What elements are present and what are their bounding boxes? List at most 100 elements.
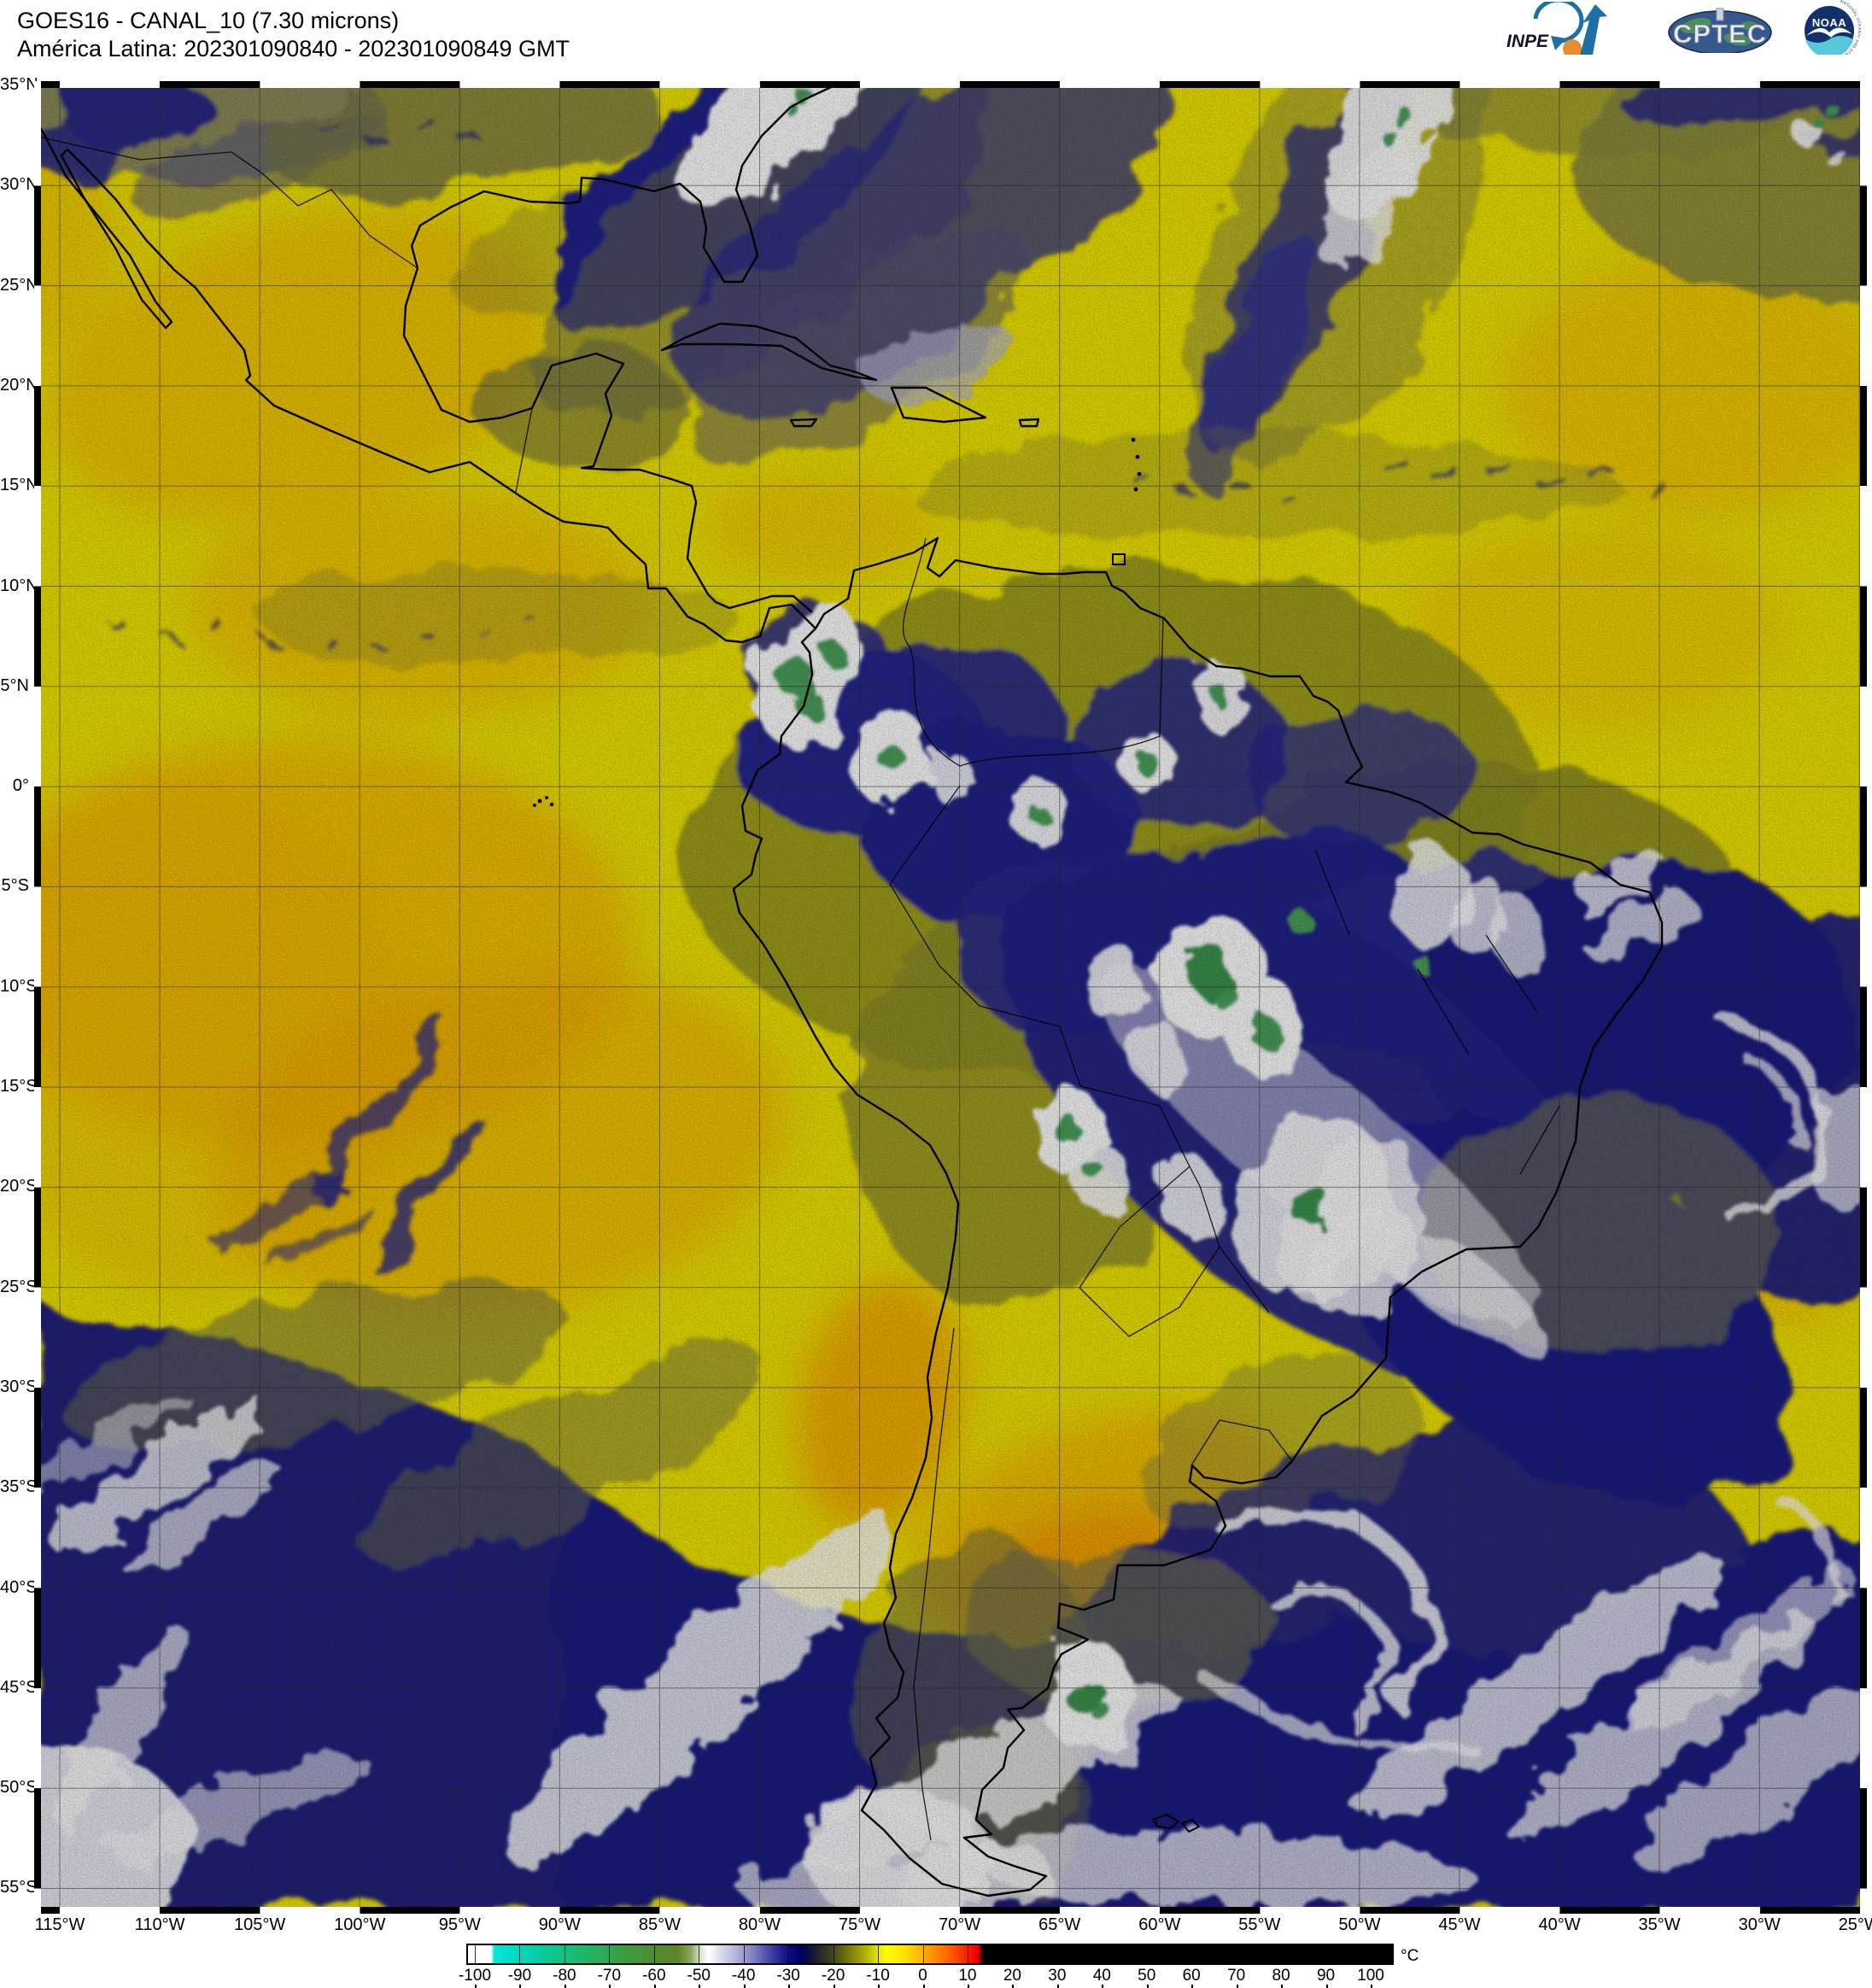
colorbar-bottom-tick bbox=[1012, 1985, 1015, 1988]
colorbar-tick-label: -10 bbox=[866, 1967, 890, 1985]
lat-label: 25°N bbox=[0, 275, 38, 295]
colorbar-tick bbox=[1325, 1944, 1327, 1964]
colorbar-tick-label: 100 bbox=[1357, 1967, 1384, 1985]
inpe-logo-icon: INPE bbox=[1506, 2, 1607, 55]
colorbar-tick bbox=[922, 1944, 924, 1964]
colorbar-tick-label: 60 bbox=[1182, 1967, 1201, 1985]
colorbar-tick-label: -100 bbox=[458, 1967, 492, 1985]
water-vapor-field bbox=[34, 81, 1867, 1914]
lat-label: 15°S bbox=[0, 1077, 38, 1096]
colorbar-tick bbox=[1012, 1944, 1014, 1964]
colorbar-tick-label: 30 bbox=[1048, 1967, 1067, 1985]
lon-label: 45°W bbox=[1438, 1915, 1481, 1934]
colorbar-tick bbox=[1281, 1944, 1283, 1964]
lat-label: 5°S bbox=[1, 876, 29, 896]
map-frame-left bbox=[34, 81, 41, 1914]
colorbar-bottom-tick bbox=[1102, 1985, 1104, 1988]
colorbar-unit: °C bbox=[1401, 1947, 1419, 1965]
lat-label: 50°S bbox=[0, 1778, 38, 1798]
colorbar-bottom-tick bbox=[653, 1985, 656, 1988]
colorbar-tick bbox=[878, 1944, 880, 1964]
colorbar-bottom-tick bbox=[1146, 1985, 1149, 1988]
colorbar-tick-label: 10 bbox=[958, 1967, 977, 1985]
lat-label: 20°N bbox=[0, 375, 38, 395]
colorbar-bottom-tick bbox=[699, 1985, 701, 1988]
lon-label: 100°W bbox=[334, 1915, 386, 1934]
lon-label: 50°W bbox=[1338, 1915, 1381, 1934]
lat-label: 10°N bbox=[0, 576, 38, 595]
colorbar-tick-label: 90 bbox=[1316, 1967, 1336, 1985]
noaa-logo-text: NOAA bbox=[1812, 16, 1846, 29]
lat-label: 5°N bbox=[0, 675, 29, 695]
colorbar-tick bbox=[788, 1944, 790, 1964]
lat-label: 0° bbox=[12, 776, 29, 796]
colorbar-tick-label: -60 bbox=[642, 1967, 666, 1985]
colorbar-tick bbox=[609, 1944, 611, 1964]
colorbar-bottom-tick bbox=[519, 1985, 522, 1988]
colorbar-tick-label: 70 bbox=[1227, 1967, 1246, 1985]
map-frame-right bbox=[1860, 81, 1867, 1914]
lon-label: 105°W bbox=[234, 1915, 286, 1934]
lon-label: 110°W bbox=[134, 1915, 185, 1934]
lat-label: 45°S bbox=[0, 1677, 38, 1697]
lat-label: 10°S bbox=[0, 976, 38, 996]
lon-label: 85°W bbox=[638, 1915, 681, 1934]
temperature-colorbar bbox=[466, 1944, 1394, 1965]
lon-label: 90°W bbox=[538, 1915, 581, 1934]
colorbar-tick bbox=[1191, 1944, 1193, 1964]
colorbar-bottom-tick bbox=[833, 1985, 835, 1988]
lat-label: 30°N bbox=[0, 175, 38, 195]
colorbar-tick-label: -20 bbox=[821, 1967, 845, 1985]
colorbar-bottom-tick bbox=[1236, 1985, 1238, 1988]
lon-label: 55°W bbox=[1238, 1915, 1281, 1934]
colorbar-tick-label: -40 bbox=[731, 1967, 756, 1985]
map-frame-top bbox=[34, 81, 1867, 88]
colorbar-tick bbox=[1056, 1944, 1058, 1964]
colorbar-tick bbox=[1102, 1944, 1103, 1964]
lat-label: 35°S bbox=[0, 1477, 38, 1497]
colorbar-bottom-tick bbox=[1371, 1985, 1372, 1988]
lon-label: 70°W bbox=[939, 1915, 981, 1934]
lat-label: 20°S bbox=[0, 1177, 38, 1196]
colorbar-bottom-tick bbox=[743, 1985, 746, 1988]
lon-label: 75°W bbox=[838, 1915, 881, 1934]
lon-label: 65°W bbox=[1038, 1915, 1081, 1934]
colorbar-tick bbox=[1146, 1944, 1148, 1964]
colorbar-tick-label: -80 bbox=[553, 1967, 576, 1985]
colorbar-bottom-tick bbox=[1281, 1985, 1284, 1988]
lon-label: 30°W bbox=[1738, 1915, 1781, 1934]
colorbar-tick-label: -70 bbox=[597, 1967, 622, 1985]
colorbar-tick-label: -30 bbox=[776, 1967, 800, 1985]
colorbar-tick-label: -90 bbox=[507, 1967, 532, 1985]
product-timestamp: América Latina: 202301090840 - 202301090… bbox=[17, 36, 570, 61]
colorbar-bottom-tick bbox=[788, 1985, 791, 1988]
colorbar-tick-label: -50 bbox=[687, 1967, 711, 1985]
lon-label: 80°W bbox=[738, 1915, 781, 1934]
colorbar-tick-label: 0 bbox=[918, 1967, 927, 1985]
product-title: GOES16 - CANAL_10 (7.30 microns) bbox=[17, 8, 400, 33]
colorbar-bottom-tick bbox=[1056, 1985, 1059, 1988]
colorbar-bottom-tick bbox=[609, 1985, 611, 1988]
inpe-logo-text: INPE bbox=[1506, 32, 1549, 51]
cptec-logo-text: CPTEC bbox=[1673, 19, 1767, 49]
map-frame-bottom bbox=[34, 1907, 1867, 1914]
colorbar-tick-label: 40 bbox=[1092, 1967, 1111, 1985]
colorbar-tick bbox=[519, 1944, 521, 1964]
lon-label: 95°W bbox=[438, 1915, 481, 1934]
colorbar-tick bbox=[653, 1944, 655, 1964]
lon-label: 115°W bbox=[34, 1915, 85, 1934]
colorbar-bottom-tick bbox=[878, 1985, 880, 1988]
colorbar-tick bbox=[743, 1944, 745, 1964]
colorbar-tick-label: 20 bbox=[1003, 1967, 1021, 1985]
colorbar-tick bbox=[475, 1944, 476, 1964]
colorbar-bottom-tick bbox=[475, 1985, 477, 1988]
lat-label: 25°S bbox=[0, 1277, 38, 1296]
lat-label: 35°N bbox=[0, 75, 38, 94]
colorbar-tick-label: 80 bbox=[1272, 1967, 1290, 1985]
colorbar-bottom-tick bbox=[967, 1985, 969, 1988]
lon-label: 35°W bbox=[1638, 1915, 1681, 1934]
colorbar-bottom-tick bbox=[1191, 1985, 1194, 1988]
colorbar-tick bbox=[1371, 1944, 1372, 1964]
lat-label: 15°N bbox=[0, 476, 38, 495]
